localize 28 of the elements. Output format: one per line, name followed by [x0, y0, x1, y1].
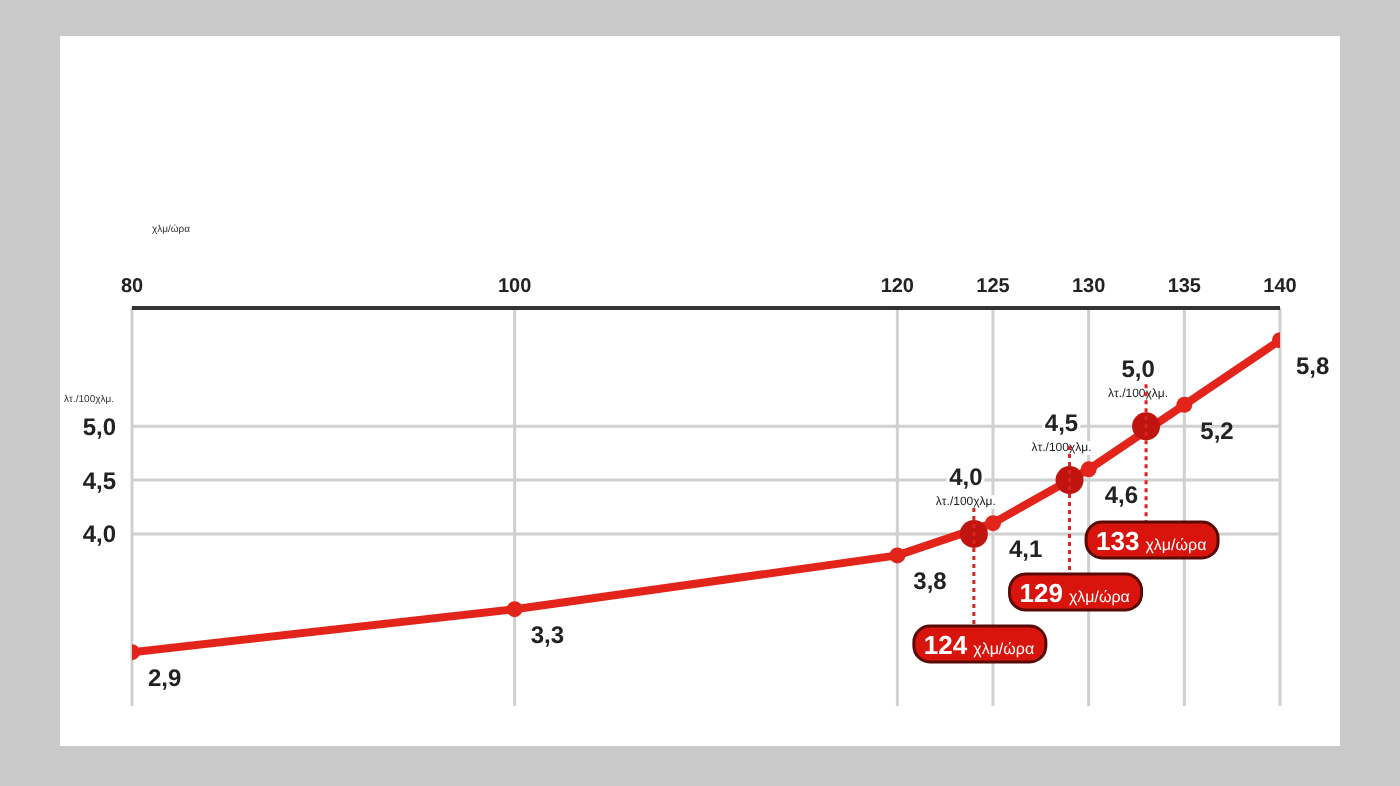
- annotation: 133 χλμ/ώρα: [1096, 526, 1208, 556]
- point: [985, 515, 1001, 532]
- annotation: 124 χλμ/ώρα: [923, 630, 1035, 660]
- point: [1176, 396, 1193, 413]
- x-tick-label: 135: [1167, 276, 1202, 298]
- data-label: 2,9: [148, 664, 183, 693]
- x-tick-label: 120: [880, 276, 915, 298]
- x-tick-label: 80: [120, 276, 144, 298]
- x-tick-label: 100: [497, 276, 533, 298]
- x-tick-label: 130: [1071, 276, 1107, 298]
- data-label: 5,2: [1200, 416, 1235, 445]
- x-tick-label: 140: [1263, 276, 1298, 298]
- data-label: 4,1: [1009, 535, 1044, 564]
- point: [889, 547, 906, 564]
- data-label: 5,8: [1296, 352, 1331, 381]
- point: [506, 601, 523, 618]
- y-tick-label: 4,5: [82, 466, 117, 495]
- y-tick-label: 4,0: [82, 520, 117, 549]
- point: [1055, 466, 1084, 495]
- annotation: 129 χλμ/ώρα: [1019, 578, 1131, 608]
- point: [959, 519, 988, 548]
- y-tick-label: 5,0: [82, 412, 117, 441]
- data-label: 4,6: [1104, 481, 1139, 510]
- data-label: 3,3: [530, 621, 565, 650]
- point: [1132, 412, 1161, 441]
- point: [1080, 461, 1097, 478]
- data-label: 3,8: [913, 567, 948, 596]
- x-tick-label: 125: [976, 276, 1011, 298]
